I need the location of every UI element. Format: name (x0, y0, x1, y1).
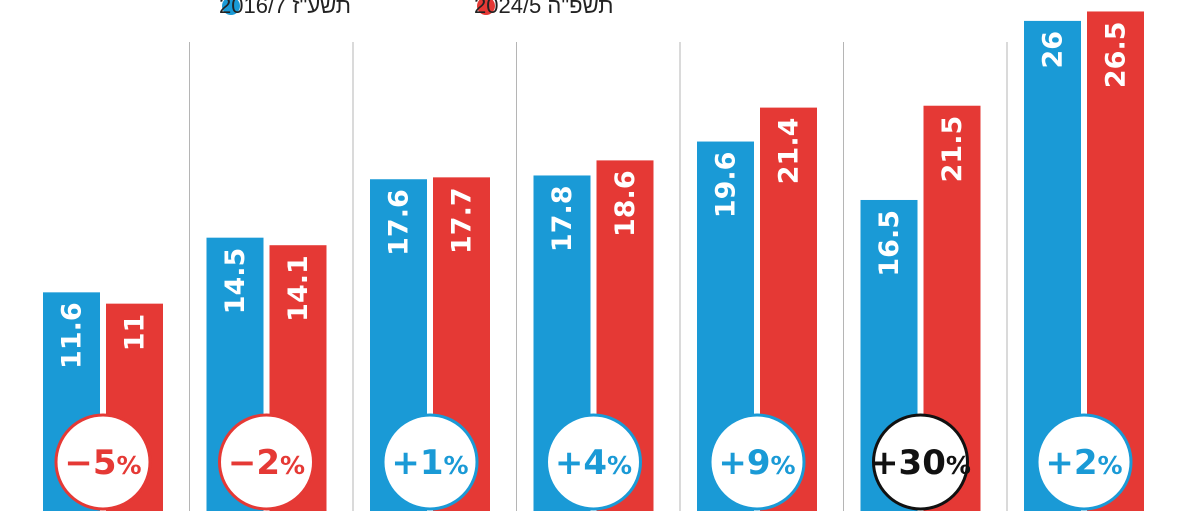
bar-value-label: 19.6 (711, 152, 742, 219)
bar-value-label: 18.6 (610, 170, 641, 237)
change-badge-label: −2% (228, 443, 305, 483)
change-badge-label: +30% (870, 443, 971, 483)
change-badge-circle (54, 413, 152, 511)
group-separators (189, 42, 1008, 511)
change-badge-circle (1035, 413, 1133, 511)
change-badge: −5% (54, 413, 152, 511)
change-badge: +9% (708, 413, 806, 511)
change-badge-circle (218, 413, 315, 511)
bar-value-label: 16.5 (874, 210, 905, 277)
change-badge-label: +9% (718, 443, 795, 483)
change-badge-label: +2% (1045, 443, 1122, 483)
change-badge-circle (872, 413, 969, 511)
change-badge: +1% (381, 413, 479, 511)
change-badge-circle (708, 413, 806, 511)
legend-label-2024: תשפ"ה 2024/5 (474, 0, 613, 18)
bar-value-label: 21.4 (774, 118, 805, 185)
bar-value-label: 14.1 (283, 255, 314, 322)
legend-dot-2024 (477, 0, 495, 15)
change-badges: −5% −2% +1% +4% +9% +30% +2% (54, 413, 1133, 511)
change-badge: +2% (1035, 413, 1133, 511)
bar-value-label: 21.5 (937, 116, 968, 183)
change-badge-label: +4% (555, 443, 632, 483)
change-badge: +4% (545, 413, 642, 511)
change-badge: −2% (218, 413, 315, 511)
legend: תשפ"ה 2024/5 תשע"ז 2016/7 (219, 0, 613, 18)
bar-value-label: 14.5 (220, 248, 251, 315)
bar-value-label: 17.7 (447, 187, 478, 254)
change-badge-circle (381, 413, 479, 511)
legend-dot-2016 (222, 0, 240, 15)
bar-value-label: 11 (120, 314, 151, 352)
change-badge: +30% (870, 413, 971, 511)
change-badge-label: −5% (64, 443, 141, 483)
value-labels: 11.6 11 14.5 14.1 17.6 17.7 17.8 18.6 19.6 21.4 16… (57, 21, 1132, 368)
bar-value-label: 26 (1038, 31, 1069, 69)
bar-value-label: 17.8 (547, 185, 578, 252)
bar-value-label: 11.6 (57, 302, 88, 369)
bar-value-label: 26.5 (1101, 21, 1132, 88)
bar-value-label: 17.6 (384, 189, 415, 256)
change-badge-label: +1% (391, 443, 468, 483)
change-badge-circle (545, 413, 642, 511)
legend-label-2016: תשע"ז 2016/7 (219, 0, 351, 18)
